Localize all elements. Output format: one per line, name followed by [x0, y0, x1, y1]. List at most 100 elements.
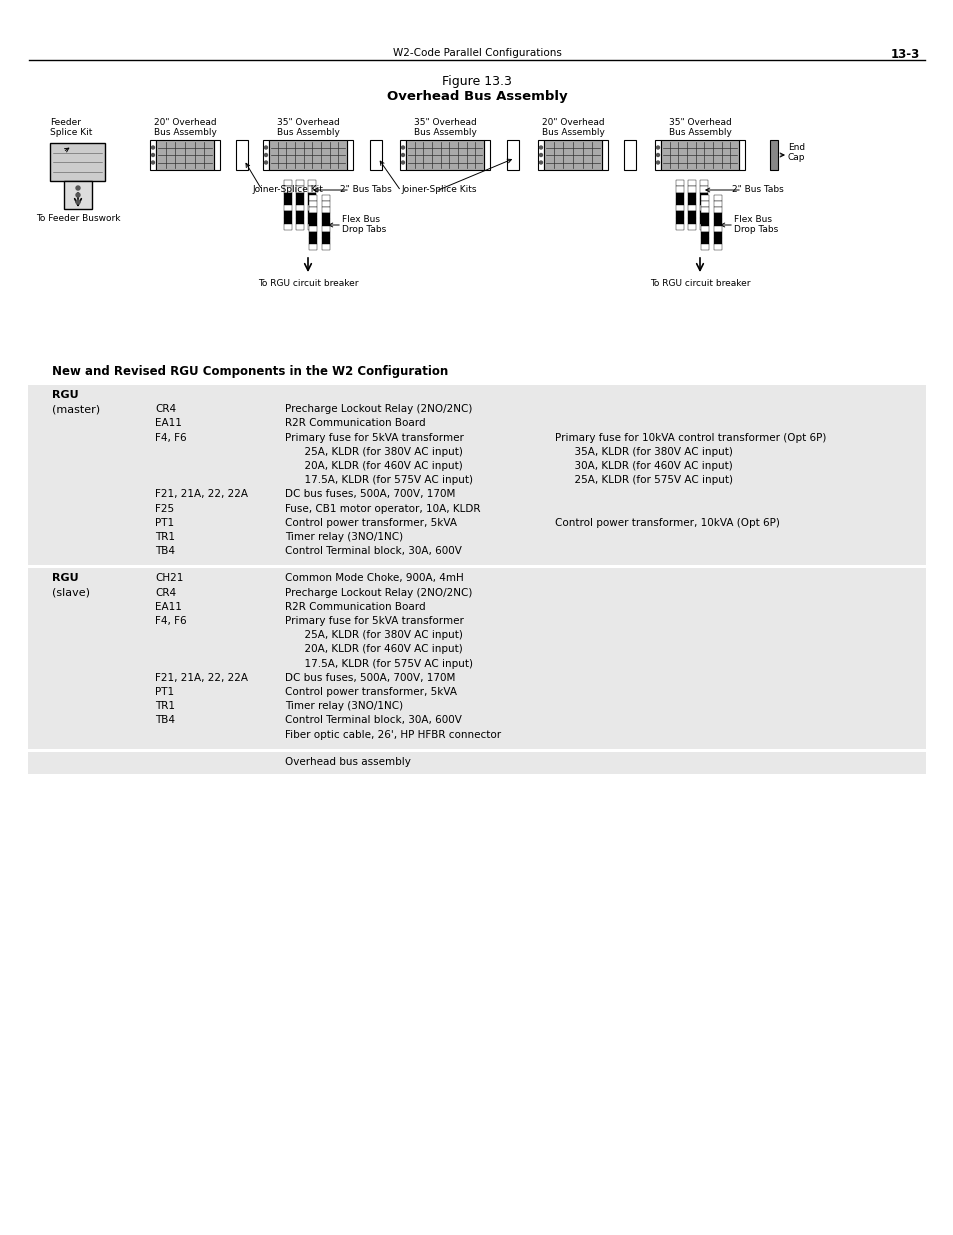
- Circle shape: [76, 186, 80, 190]
- Bar: [156, 140, 213, 170]
- Text: Control Terminal block, 30A, 600V: Control Terminal block, 30A, 600V: [285, 546, 461, 556]
- Circle shape: [656, 161, 659, 164]
- Bar: [700, 238, 709, 243]
- Text: 20A, KLDR (for 460V AC input): 20A, KLDR (for 460V AC input): [285, 461, 462, 471]
- Bar: [687, 199, 696, 205]
- Bar: [714, 195, 721, 201]
- Bar: [543, 140, 601, 170]
- Text: Joiner-Splice Kit: Joiner-Splice Kit: [252, 185, 322, 194]
- Bar: [309, 226, 317, 232]
- Circle shape: [76, 193, 80, 198]
- Text: 13-3: 13-3: [890, 48, 919, 61]
- Bar: [308, 180, 315, 186]
- Circle shape: [656, 153, 659, 157]
- Bar: [64, 182, 91, 209]
- Bar: [700, 207, 709, 214]
- Bar: [700, 205, 707, 211]
- Circle shape: [76, 200, 80, 204]
- Text: DC bus fuses, 500A, 700V, 170M: DC bus fuses, 500A, 700V, 170M: [285, 673, 455, 683]
- Bar: [739, 140, 744, 170]
- Bar: [700, 201, 709, 207]
- Text: F21, 21A, 22, 22A: F21, 21A, 22, 22A: [154, 673, 248, 683]
- Text: TR1: TR1: [154, 532, 174, 542]
- Bar: [322, 232, 330, 238]
- Circle shape: [401, 153, 404, 157]
- Text: 20A, KLDR (for 460V AC input): 20A, KLDR (for 460V AC input): [285, 645, 462, 655]
- Text: Primary fuse for 5kVA transformer: Primary fuse for 5kVA transformer: [285, 616, 463, 626]
- Bar: [309, 195, 317, 201]
- Bar: [655, 140, 660, 170]
- Bar: [308, 199, 315, 205]
- Text: PT1: PT1: [154, 517, 174, 527]
- Bar: [284, 205, 292, 211]
- Text: Drop Tabs: Drop Tabs: [733, 225, 778, 233]
- Bar: [309, 232, 317, 238]
- Bar: [309, 238, 317, 243]
- Bar: [269, 140, 347, 170]
- Bar: [687, 224, 696, 230]
- Bar: [309, 220, 317, 226]
- Bar: [284, 180, 292, 186]
- Circle shape: [152, 153, 154, 157]
- Text: Bus Assembly: Bus Assembly: [276, 128, 339, 137]
- Circle shape: [264, 161, 267, 164]
- Bar: [700, 217, 707, 224]
- Bar: [676, 180, 683, 186]
- Text: 35" Overhead: 35" Overhead: [668, 119, 731, 127]
- Text: 17.5A, KLDR (for 575V AC input): 17.5A, KLDR (for 575V AC input): [285, 658, 473, 668]
- Text: (slave): (slave): [52, 588, 90, 598]
- Bar: [406, 140, 483, 170]
- Circle shape: [539, 146, 542, 149]
- Text: PT1: PT1: [154, 687, 174, 697]
- Bar: [28, 568, 925, 748]
- Bar: [308, 217, 315, 224]
- Text: RGU: RGU: [52, 573, 78, 583]
- Bar: [676, 211, 683, 217]
- Text: Drop Tabs: Drop Tabs: [341, 225, 386, 233]
- Bar: [714, 201, 721, 207]
- Bar: [700, 214, 709, 220]
- Bar: [308, 205, 315, 211]
- Text: Joiner-Splice Kits: Joiner-Splice Kits: [400, 185, 476, 194]
- Bar: [322, 226, 330, 232]
- Bar: [295, 224, 304, 230]
- Circle shape: [539, 161, 542, 164]
- Bar: [700, 193, 707, 199]
- Bar: [295, 217, 304, 224]
- Bar: [284, 224, 292, 230]
- Text: Precharge Lockout Relay (2NO/2NC): Precharge Lockout Relay (2NO/2NC): [285, 588, 472, 598]
- Bar: [676, 199, 683, 205]
- Bar: [700, 180, 707, 186]
- Text: 35A, KLDR (for 380V AC input): 35A, KLDR (for 380V AC input): [555, 447, 732, 457]
- Text: Control power transformer, 5kVA: Control power transformer, 5kVA: [285, 517, 456, 527]
- Bar: [687, 217, 696, 224]
- Bar: [213, 140, 220, 170]
- Text: Flex Bus: Flex Bus: [341, 215, 379, 224]
- Bar: [769, 140, 778, 170]
- Bar: [322, 195, 330, 201]
- Text: Overhead Bus Assembly: Overhead Bus Assembly: [386, 90, 567, 103]
- Text: EA11: EA11: [154, 419, 182, 429]
- Text: 35" Overhead: 35" Overhead: [414, 119, 476, 127]
- Bar: [309, 201, 317, 207]
- Bar: [295, 186, 304, 193]
- Text: F4, F6: F4, F6: [154, 616, 187, 626]
- Text: Timer relay (3NO/1NC): Timer relay (3NO/1NC): [285, 701, 403, 711]
- Text: Fuse, CB1 motor operator, 10A, KLDR: Fuse, CB1 motor operator, 10A, KLDR: [285, 504, 480, 514]
- Bar: [483, 140, 490, 170]
- Text: F21, 21A, 22, 22A: F21, 21A, 22, 22A: [154, 489, 248, 499]
- Bar: [322, 220, 330, 226]
- Bar: [700, 211, 707, 217]
- Text: 30A, KLDR (for 460V AC input): 30A, KLDR (for 460V AC input): [555, 461, 732, 471]
- Bar: [370, 140, 381, 170]
- Text: New and Revised RGU Components in the W2 Configuration: New and Revised RGU Components in the W2…: [52, 366, 448, 378]
- Bar: [714, 214, 721, 220]
- Bar: [284, 199, 292, 205]
- Circle shape: [152, 161, 154, 164]
- Bar: [28, 752, 925, 774]
- Text: Bus Assembly: Bus Assembly: [668, 128, 731, 137]
- Text: Fiber optic cable, 26', HP HFBR connector: Fiber optic cable, 26', HP HFBR connecto…: [285, 730, 500, 740]
- Bar: [284, 217, 292, 224]
- Text: W2-Code Parallel Configurations: W2-Code Parallel Configurations: [392, 48, 561, 58]
- Text: TB4: TB4: [154, 546, 174, 556]
